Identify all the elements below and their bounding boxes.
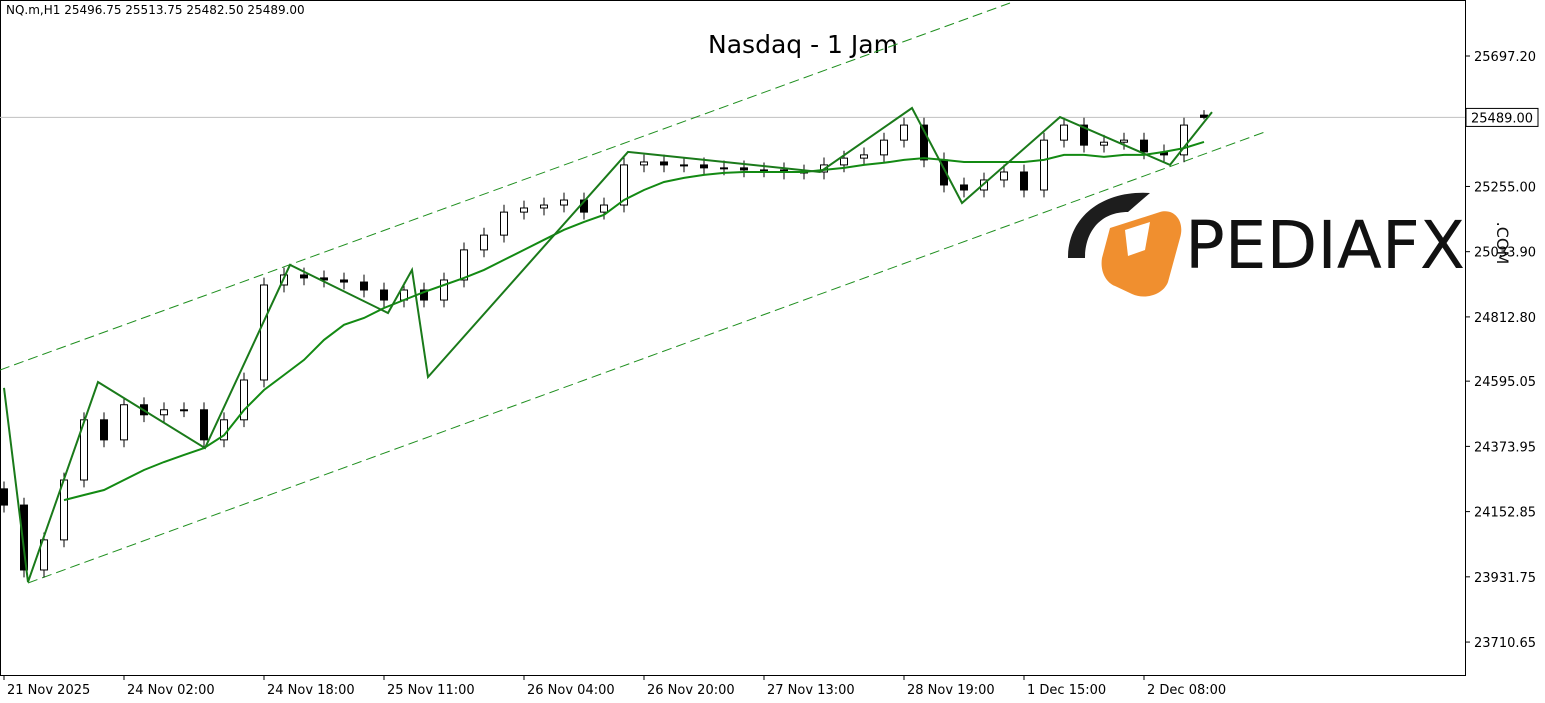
candle-body — [1180, 124, 1188, 156]
candle-body — [20, 504, 28, 571]
candle-body — [300, 274, 308, 279]
candle-body — [1040, 139, 1048, 191]
candle-body — [760, 169, 768, 172]
zigzag — [3, 106, 1213, 583]
logo-cut — [1125, 222, 1150, 256]
candle-body — [600, 204, 608, 213]
candle-body — [560, 199, 568, 206]
x-tick-label: 24 Nov 18:00 — [267, 683, 355, 698]
candle-body — [480, 234, 488, 251]
x-tick-label: 21 Nov 2025 — [7, 683, 90, 698]
candle-body — [1200, 114, 1208, 118]
candle-body — [740, 167, 748, 171]
y-tick-label: 24595.05 — [1474, 375, 1536, 390]
candle-body — [880, 139, 888, 156]
candle-body — [120, 404, 128, 441]
candle-body — [720, 167, 728, 170]
candle-body — [1100, 141, 1108, 146]
header: NQ.m,H1 25496.75 25513.75 25482.50 25489… — [6, 3, 305, 17]
candle-body — [100, 419, 108, 441]
candle-body — [260, 284, 268, 381]
last-price-box — [1465, 107, 1539, 127]
candle-body — [1080, 124, 1088, 146]
x-tick-label: 27 Nov 13:00 — [767, 683, 855, 698]
candle-body — [700, 164, 708, 169]
last-price-label: 25489.00 — [1471, 111, 1533, 126]
candle-body — [440, 279, 448, 301]
candle-body — [960, 184, 968, 191]
logo — [1068, 192, 1182, 297]
logo-shape — [1101, 211, 1182, 297]
candle-body — [660, 161, 668, 166]
x-tick-label: 24 Nov 02:00 — [127, 683, 215, 698]
y-tick-label: 25255.00 — [1474, 180, 1536, 195]
candle-body — [340, 279, 348, 283]
logo-arc — [1068, 192, 1150, 258]
y-tick-label: 24152.85 — [1474, 506, 1536, 521]
x-tick-label: 26 Nov 04:00 — [527, 683, 615, 698]
y-tick-label: 25697.20 — [1474, 50, 1536, 65]
candle-body — [40, 539, 48, 571]
x-tick-label: 1 Dec 15:00 — [1027, 683, 1106, 698]
plot-frame — [0, 0, 1466, 676]
y-tick-label: 23931.75 — [1474, 571, 1536, 586]
candle-body — [1140, 139, 1148, 153]
candle-body — [620, 164, 628, 206]
channel-line — [27, 131, 1266, 584]
watermark: PEDIAFX — [1185, 207, 1465, 284]
y-tick-label: 25033.90 — [1474, 246, 1536, 261]
candle-body — [900, 124, 908, 141]
candle-body — [640, 161, 648, 166]
x-tick-label: 28 Nov 19:00 — [907, 683, 995, 698]
candle-body — [0, 488, 8, 506]
candle-body — [500, 211, 508, 236]
candle-body — [540, 204, 548, 209]
y-tick-label: 24373.95 — [1474, 440, 1536, 455]
candle-body — [200, 409, 208, 441]
candle-body — [1120, 139, 1128, 143]
candle-body — [420, 289, 428, 301]
candle-body — [360, 281, 368, 291]
moving-average — [63, 140, 1205, 502]
x-tick-label: 2 Dec 08:00 — [1147, 683, 1226, 698]
candle-body — [380, 289, 388, 301]
candle-body — [860, 154, 868, 159]
x-tick-label: 26 Nov 20:00 — [647, 683, 735, 698]
candle-body — [160, 409, 168, 416]
candle-body — [920, 124, 928, 161]
x-tick-label: 25 Nov 11:00 — [387, 683, 475, 698]
candle-body — [680, 164, 688, 167]
candle-body — [1000, 171, 1008, 181]
candle-body — [240, 379, 248, 421]
candle-body — [1020, 171, 1028, 191]
plot — [0, 2, 1465, 584]
candle-body — [460, 249, 468, 281]
y-tick-label: 24812.80 — [1474, 311, 1536, 326]
candle-body — [1060, 124, 1068, 141]
y-tick-label: 23710.65 — [1474, 636, 1536, 651]
chart-title: Nasdaq - 1 Jam — [708, 30, 898, 59]
candle-body — [180, 409, 188, 412]
watermark-suffix: .COM — [1493, 222, 1512, 265]
candle-body — [840, 157, 848, 166]
candle-body — [520, 207, 528, 213]
